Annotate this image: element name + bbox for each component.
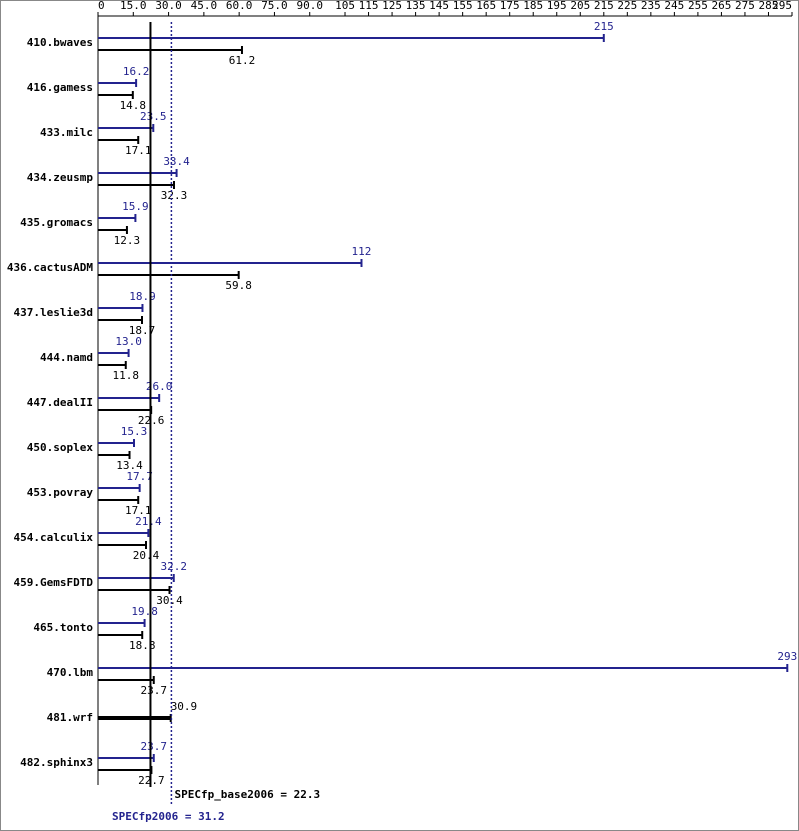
- value-label: 215: [594, 20, 614, 33]
- value-label: 13.0: [115, 335, 142, 348]
- value-label: 14.8: [120, 99, 147, 112]
- value-label: 13.4: [116, 459, 143, 472]
- value-label: 12.3: [114, 234, 141, 247]
- category-label: 465.tonto: [33, 621, 93, 634]
- category-label: 447.dealII: [27, 396, 93, 409]
- category-label: 454.calculix: [14, 531, 94, 544]
- x-tick-label: 75.0: [261, 0, 288, 12]
- category-label: 453.povray: [27, 486, 94, 499]
- value-label: 33.4: [163, 155, 190, 168]
- category-label: 444.namd: [40, 351, 93, 364]
- category-label: 437.leslie3d: [14, 306, 93, 319]
- x-tick-label: 185: [523, 0, 543, 12]
- x-tick-label: 125: [382, 0, 402, 12]
- value-label: 59.8: [225, 279, 252, 292]
- x-tick-label: 165: [476, 0, 496, 12]
- value-label: 61.2: [229, 54, 256, 67]
- x-tick-label: 295: [772, 0, 792, 12]
- value-label: 15.3: [121, 425, 148, 438]
- category-label: 436.cactusADM: [7, 261, 93, 274]
- x-tick-label: 90.0: [296, 0, 323, 12]
- value-label: 18.9: [129, 290, 156, 303]
- value-label: 23.7: [141, 740, 168, 753]
- category-label: 450.soplex: [27, 441, 94, 454]
- value-label: 19.8: [131, 605, 158, 618]
- reference-label: SPECfp_base2006 = 22.3: [174, 788, 320, 801]
- value-label: 11.8: [113, 369, 140, 382]
- x-tick-label: 145: [429, 0, 449, 12]
- x-tick-label: 15.0: [120, 0, 147, 12]
- category-label: 410.bwaves: [27, 36, 93, 49]
- value-label: 17.1: [125, 144, 152, 157]
- x-tick-label: 275: [735, 0, 755, 12]
- value-label: 20.4: [133, 549, 160, 562]
- category-label: 470.lbm: [47, 666, 94, 679]
- x-tick-label: 205: [570, 0, 590, 12]
- x-tick-label: 135: [406, 0, 426, 12]
- category-label: 433.milc: [40, 126, 93, 139]
- x-tick-label: 45.0: [191, 0, 218, 12]
- x-tick-label: 155: [453, 0, 473, 12]
- x-tick-label: 115: [359, 0, 379, 12]
- x-tick-label: 195: [547, 0, 567, 12]
- value-label: 16.2: [123, 65, 150, 78]
- x-tick-label: 0: [98, 0, 105, 12]
- x-tick-label: 245: [664, 0, 684, 12]
- value-label: 293: [777, 650, 797, 663]
- value-label: 32.3: [161, 189, 188, 202]
- value-label: 26.0: [146, 380, 173, 393]
- value-label: 18.7: [129, 324, 156, 337]
- x-tick-label: 265: [711, 0, 731, 12]
- category-label: 434.zeusmp: [27, 171, 94, 184]
- x-tick-label: 175: [500, 0, 520, 12]
- category-label: 459.GemsFDTD: [14, 576, 94, 589]
- x-tick-label: 225: [617, 0, 637, 12]
- category-label: 416.gamess: [27, 81, 93, 94]
- value-label: 30.9: [171, 700, 198, 713]
- value-label: 30.4: [156, 594, 183, 607]
- value-label: 21.4: [135, 515, 162, 528]
- value-label: 112: [352, 245, 372, 258]
- category-label: 435.gromacs: [20, 216, 93, 229]
- x-tick-label: 30.0: [155, 0, 182, 12]
- x-tick-label: 285: [759, 0, 779, 12]
- category-label: 482.sphinx3: [20, 756, 93, 769]
- x-tick-label: 215: [594, 0, 614, 12]
- x-tick-label: 255: [688, 0, 708, 12]
- value-label: 18.8: [129, 639, 156, 652]
- category-label: 481.wrf: [47, 711, 93, 724]
- value-label: 32.2: [161, 560, 188, 573]
- x-tick-label: 235: [641, 0, 661, 12]
- value-label: 15.9: [122, 200, 149, 213]
- value-label: 17.1: [125, 504, 152, 517]
- value-label: 23.7: [141, 684, 168, 697]
- value-label: 17.7: [126, 470, 153, 483]
- value-label: 23.5: [140, 110, 167, 123]
- reference-label: SPECfp2006 = 31.2: [112, 810, 225, 823]
- x-tick-label: 105: [335, 0, 355, 12]
- x-tick-label: 60.0: [226, 0, 253, 12]
